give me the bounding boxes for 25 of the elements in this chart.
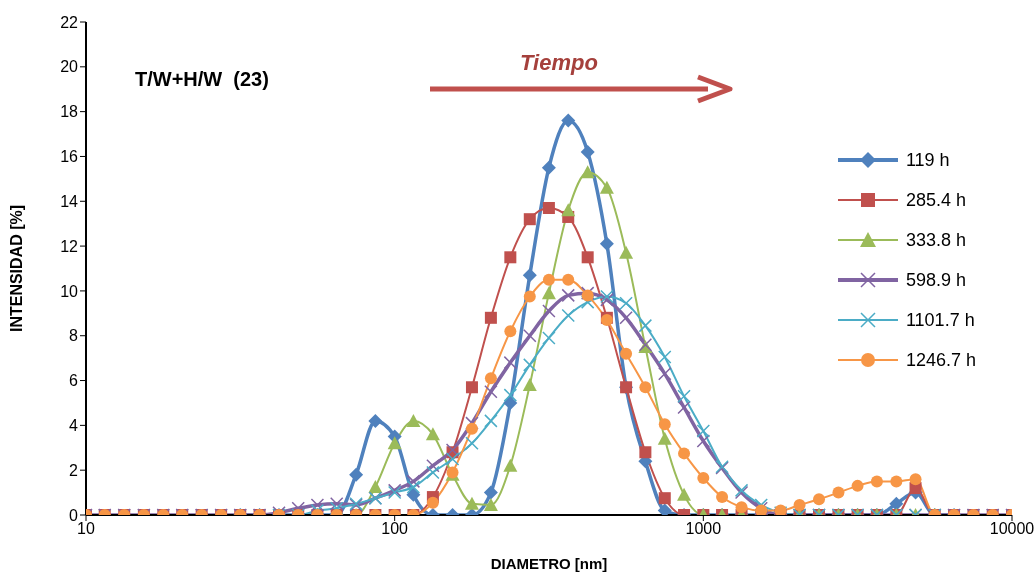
x-tick-label: 100 xyxy=(381,520,409,538)
y-tick-label: 2 xyxy=(69,461,79,479)
x-axis-title: DIAMETRO [nm] xyxy=(490,555,608,572)
y-tick-label: 0 xyxy=(69,506,79,524)
y-tick-label: 10 xyxy=(60,282,79,300)
legend-label: 285.4 h xyxy=(905,189,966,211)
y-tick-label: 14 xyxy=(60,192,79,210)
text: T/W+H/W (23) xyxy=(135,68,269,91)
y-tick-label: 20 xyxy=(60,58,79,76)
y-tick-label: 6 xyxy=(69,372,79,390)
x-tick-label: 10000 xyxy=(989,520,1035,538)
legend-label: 1246.7 h xyxy=(905,349,976,371)
legend-label: 333.8 h xyxy=(905,229,966,251)
y-tick-label: 4 xyxy=(69,417,79,435)
legend-label: 598.9 h xyxy=(905,269,966,291)
legend-label: 1101.7 h xyxy=(905,309,975,331)
y-tick-label: 22 xyxy=(60,13,79,31)
y-tick-label: 16 xyxy=(60,148,79,166)
y-tick-label: 8 xyxy=(69,327,79,345)
y-tick-label: 18 xyxy=(60,103,79,121)
x-tick-label: 1000 xyxy=(685,520,722,538)
y-axis-title: INTENSIDAD [%] xyxy=(7,204,25,333)
y-tick-label: 12 xyxy=(60,237,79,255)
annotation: Tiempo xyxy=(520,50,598,76)
legend-label: 119 h xyxy=(905,149,950,171)
